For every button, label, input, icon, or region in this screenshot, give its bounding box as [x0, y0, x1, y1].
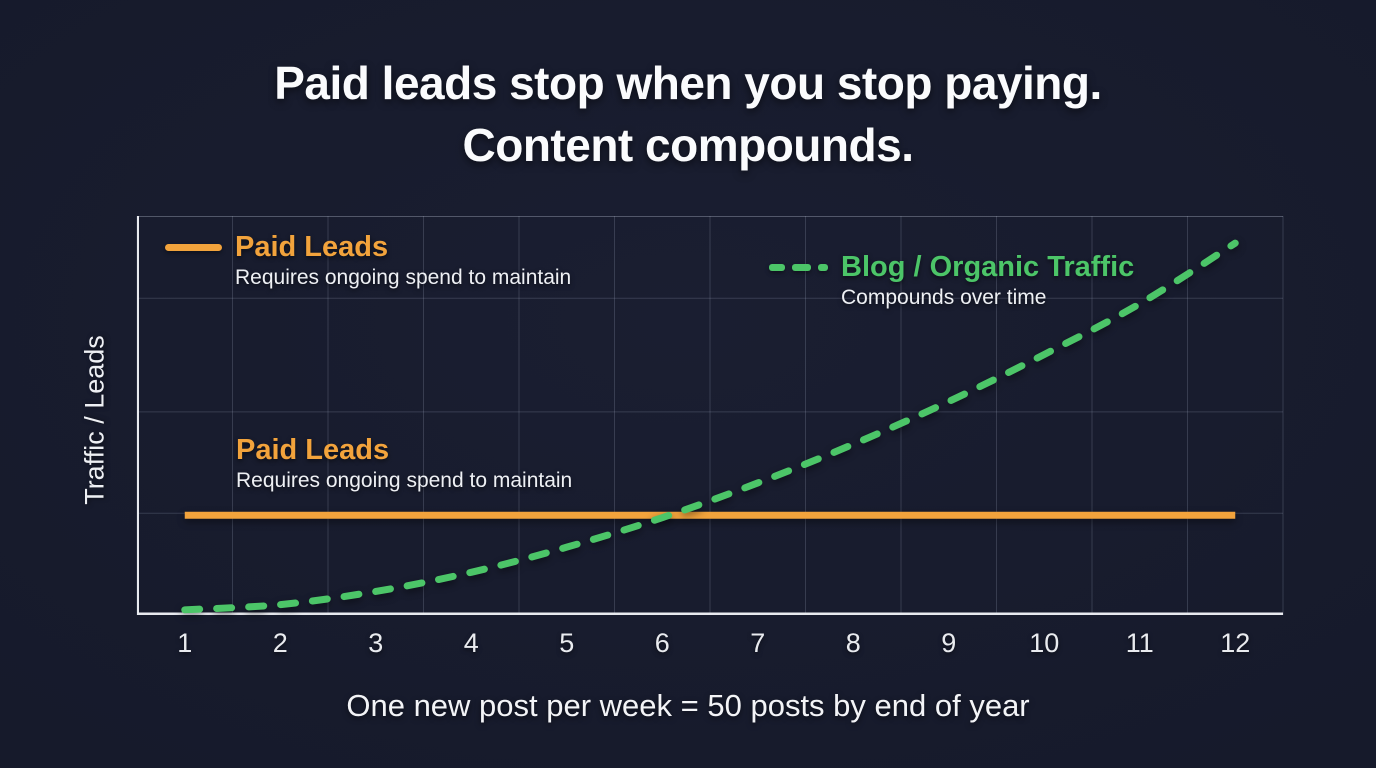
x-tick-label: 12	[1220, 628, 1251, 658]
x-tick-label: 4	[463, 628, 479, 658]
legend-organic-traffic-subtitle: Compounds over time	[841, 286, 1047, 309]
paid-leads-annotation-title: Paid Leads	[236, 434, 390, 466]
y-axis-title: Traffic / Leads	[79, 335, 110, 505]
page-title-line-1: Paid leads stop when you stop paying.	[274, 57, 1102, 109]
legend-paid-leads-title: Paid Leads	[235, 231, 389, 263]
legend-paid-leads-text: Paid Leads Requires ongoing spend to mai…	[235, 232, 571, 290]
legend-paid-leads: Paid Leads Requires ongoing spend to mai…	[165, 232, 571, 290]
x-tick-label: 5	[559, 628, 575, 658]
page-title: Paid leads stop when you stop paying. Co…	[0, 52, 1376, 176]
x-tick-label: 2	[272, 628, 288, 658]
dash-segment	[818, 264, 828, 271]
legend-organic-traffic-text: Blog / Organic Traffic Compounds over ti…	[841, 252, 1134, 310]
x-tick-label: 3	[368, 628, 384, 658]
chart-canvas	[136, 216, 1284, 615]
dash-segment	[792, 264, 811, 271]
dash-segment	[769, 264, 785, 271]
paid-leads-annotation: Paid Leads Requires ongoing spend to mai…	[236, 435, 572, 493]
legend-organic-traffic-title: Blog / Organic Traffic	[841, 251, 1135, 283]
x-tick-label: 9	[941, 628, 957, 658]
page-title-line-2: Content compounds.	[462, 119, 914, 171]
x-tick-label: 6	[654, 628, 670, 658]
x-tick-label: 1	[177, 628, 193, 658]
x-tick-label: 8	[845, 628, 861, 658]
organic-traffic-line	[181, 239, 1239, 614]
x-tick-label: 11	[1125, 628, 1154, 658]
x-tick-label: 10	[1029, 628, 1060, 658]
organic-traffic-line-swatch	[769, 264, 828, 271]
x-axis-caption: One new post per week = 50 posts by end …	[346, 688, 1030, 723]
paid-leads-annotation-subtitle: Requires ongoing spend to maintain	[236, 469, 573, 492]
paid-leads-line-swatch	[165, 244, 222, 251]
x-axis-ticks: 1 2 3 4 5 6 7 8 9 10 11 12	[137, 628, 1283, 659]
legend-organic-traffic: Blog / Organic Traffic Compounds over ti…	[769, 252, 1134, 310]
chart-plot-area: Paid Leads Requires ongoing spend to mai…	[136, 216, 1284, 615]
x-tick-label: 7	[750, 628, 766, 658]
legend-paid-leads-subtitle: Requires ongoing spend to maintain	[235, 266, 572, 289]
